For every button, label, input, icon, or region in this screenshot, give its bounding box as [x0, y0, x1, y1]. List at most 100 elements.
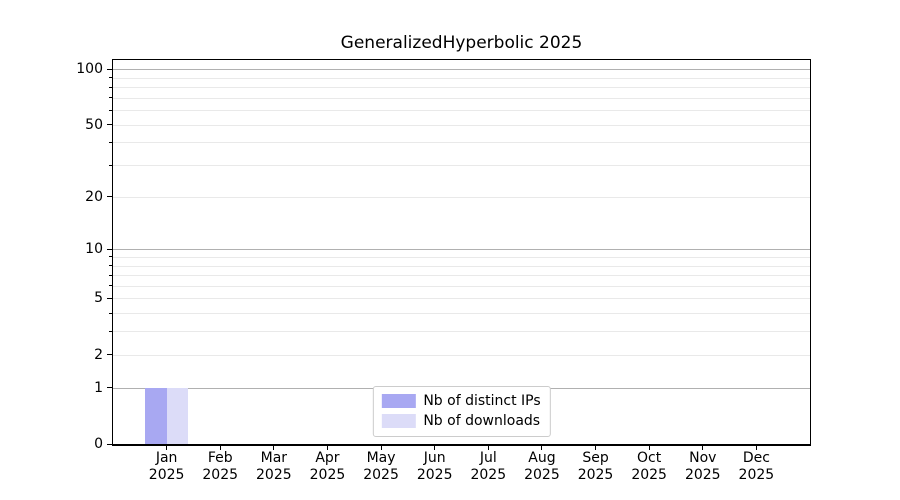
x-tick-month: Feb [207, 450, 233, 466]
gridline-minor [113, 196, 810, 198]
x-tick-mark [755, 446, 757, 450]
gridline-minor [113, 256, 810, 258]
y-tick-mark [107, 68, 112, 70]
x-tick-label: Apr 2025 [295, 450, 359, 484]
y-tick-label: 0 [94, 436, 103, 452]
y-minor-tick-mark [109, 285, 112, 287]
legend-swatch-distinct-ips [381, 394, 416, 408]
y-minor-tick-mark [109, 164, 112, 166]
x-tick-mark [434, 446, 436, 450]
y-minor-tick-mark [109, 77, 112, 79]
y-tick-label: 5 [94, 290, 103, 307]
x-tick-month: Jul [479, 450, 497, 466]
x-tick-mark [166, 446, 168, 450]
x-tick-label: Sep 2025 [564, 450, 628, 484]
y-tick-mark [107, 443, 112, 445]
x-tick-month: Mar [260, 450, 288, 466]
x-tick-label: Jun 2025 [403, 450, 467, 484]
x-tick-mark [219, 446, 221, 450]
bar-downloads [166, 387, 189, 444]
y-tick-mark [107, 248, 112, 250]
y-tick-label: 20 [85, 188, 103, 205]
x-tick-mark [648, 446, 650, 450]
x-tick-year: 2025 [148, 467, 185, 483]
y-minor-tick-mark [109, 312, 112, 314]
gridline-minor [113, 275, 810, 277]
y-minor-tick-mark [109, 274, 112, 276]
x-tick-label: Oct 2025 [617, 450, 681, 484]
x-tick-label: Jul 2025 [456, 450, 520, 484]
x-tick-mark [273, 446, 275, 450]
x-tick-year: 2025 [363, 467, 399, 483]
x-tick-label: Feb 2025 [188, 450, 252, 484]
legend-item-distinct-ips: Nb of distinct IPs [381, 391, 541, 411]
x-tick-label: Jan 2025 [135, 450, 199, 484]
x-tick-mark [487, 446, 489, 450]
y-tick-mark [107, 196, 112, 198]
y-tick-mark [107, 297, 112, 299]
y-minor-tick-mark [109, 330, 112, 332]
y-tick-label: 50 [85, 116, 103, 133]
x-tick-year: 2025 [577, 467, 614, 483]
gridline-minor [113, 165, 810, 167]
x-tick-label: May 2025 [349, 450, 413, 484]
chart-title: GeneralizedHyperbolic 2025 [340, 33, 583, 53]
bar-distinct-ips [145, 387, 167, 444]
legend-label-distinct-ips: Nb of distinct IPs [423, 393, 541, 409]
y-tick-mark [107, 387, 112, 389]
gridline-major [113, 69, 810, 71]
x-tick-month: Oct [637, 450, 662, 466]
gridline-minor [113, 77, 810, 79]
gridline-minor [113, 265, 810, 267]
x-tick-mark [595, 446, 597, 450]
y-tick-mark [107, 354, 112, 356]
legend: Nb of distinct IPs Nb of downloads [372, 386, 551, 437]
y-tick-label: 100 [76, 61, 103, 78]
x-tick-month: Aug [528, 450, 556, 466]
y-minor-tick-mark [109, 141, 112, 143]
gridline-minor [113, 354, 810, 356]
plot-area: Nb of distinct IPs Nb of downloads [112, 59, 811, 446]
x-tick-label: Aug 2025 [510, 450, 574, 484]
x-tick-year: 2025 [631, 467, 667, 483]
x-tick-month: Jun [423, 450, 446, 466]
legend-label-downloads: Nb of downloads [423, 413, 541, 429]
gridline-minor [113, 298, 810, 300]
gridline-minor [113, 97, 810, 99]
y-minor-tick-mark [109, 97, 112, 99]
y-tick-label: 1 [94, 379, 103, 396]
y-minor-tick-mark [109, 256, 112, 258]
gridline-minor [113, 331, 810, 333]
x-tick-year: 2025 [738, 467, 775, 483]
legend-item-downloads: Nb of downloads [381, 411, 540, 431]
gridline-minor [113, 124, 810, 126]
legend-swatch-downloads [381, 414, 416, 428]
x-tick-year: 2025 [202, 467, 239, 483]
gridline-major [113, 249, 810, 251]
x-tick-label: Mar 2025 [242, 450, 306, 484]
gridline-minor [113, 87, 810, 89]
x-tick-month: May [366, 450, 396, 466]
y-tick-label: 2 [94, 346, 103, 363]
gridline-minor [113, 142, 810, 144]
x-tick-year: 2025 [684, 467, 721, 483]
x-tick-year: 2025 [416, 467, 453, 483]
x-tick-month: Sep [582, 450, 609, 466]
gridline-minor [113, 313, 810, 315]
y-tick-mark [107, 124, 112, 126]
x-tick-year: 2025 [309, 467, 346, 483]
x-tick-year: 2025 [256, 467, 292, 483]
gridline-minor [113, 110, 810, 112]
y-minor-tick-mark [109, 265, 112, 267]
x-tick-month: Dec [742, 450, 770, 466]
x-tick-label: Nov 2025 [671, 450, 735, 484]
x-tick-year: 2025 [470, 467, 507, 483]
y-minor-tick-mark [109, 109, 112, 111]
gridline-minor [113, 285, 810, 287]
y-minor-tick-mark [109, 86, 112, 88]
y-tick-label: 10 [85, 241, 103, 258]
x-tick-month: Jan [155, 450, 178, 466]
x-tick-mark [541, 446, 543, 450]
x-tick-month: Apr [315, 450, 340, 466]
